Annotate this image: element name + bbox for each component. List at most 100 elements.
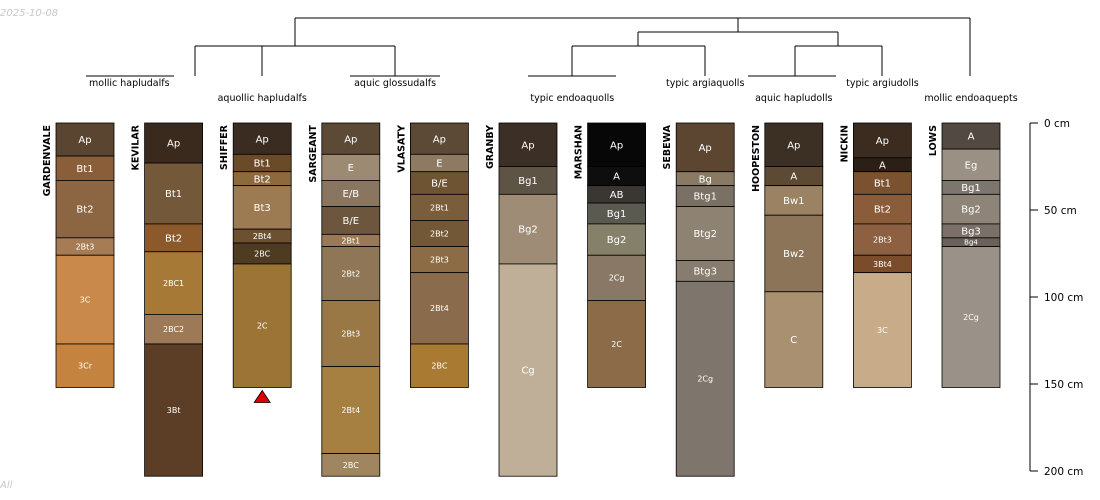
horizon-block [764, 291, 824, 388]
horizon-block [587, 254, 646, 301]
horizon-label: 2Cg [963, 313, 979, 322]
horizon-label: Bg1 [607, 209, 627, 220]
horizon-label: Bg1 [518, 176, 538, 187]
horizon-block [144, 313, 204, 345]
profile-name: SEBEWA [662, 124, 673, 169]
horizon-block [321, 453, 381, 477]
horizon-block [144, 162, 204, 225]
axis-tick-label: 150 cm [1044, 379, 1083, 391]
horizon-block [55, 343, 115, 388]
horizon-block [144, 122, 204, 164]
horizon-block [55, 254, 115, 345]
horizon-block [853, 272, 912, 388]
horizon-label: 2Bt1 [430, 203, 449, 212]
horizon-label: Btg1 [693, 192, 717, 203]
horizon-label: Bg2 [518, 225, 538, 236]
profile-sebewa: Ap Bg Btg1 Btg2 Btg3 2Cg SEBEWA [662, 122, 735, 477]
taxonomy-dendrogram [86, 17, 971, 77]
horizon-block [764, 122, 824, 167]
horizon-block [587, 223, 646, 256]
horizon-block [55, 122, 115, 157]
horizon-label: 3Bt [167, 406, 181, 415]
horizon-label: 3Cr [78, 362, 93, 371]
horizon-label: 2Bt3 [341, 329, 360, 338]
horizon-label: 2Cg [609, 274, 625, 283]
horizon-label: 2Bt4 [430, 304, 449, 313]
footer-watermark: All [0, 480, 13, 491]
horizon-label: Ap [167, 139, 180, 150]
horizon-label: Bt2 [76, 205, 93, 216]
horizon-block [409, 246, 469, 274]
horizon-label: Ap [78, 135, 91, 146]
profile-name: HOOPESTON [751, 125, 762, 192]
horizon-label: Bt1 [165, 189, 182, 200]
horizon-label: 2Bt4 [253, 232, 272, 241]
horizon-block [144, 251, 204, 315]
horizon-label: Bt1 [254, 159, 271, 170]
horizon-label: 3C [80, 295, 91, 304]
horizon-label: Bg4 [964, 239, 978, 247]
warning-triangle-icon [253, 389, 271, 403]
horizon-label: Bt1 [76, 164, 93, 175]
horizon-label: E [436, 159, 442, 170]
horizon-label: Bg3 [961, 226, 981, 237]
horizon-label: Btg2 [693, 229, 717, 240]
horizon-block [498, 166, 558, 195]
horizon-block [409, 343, 469, 388]
horizon-block [498, 263, 558, 477]
horizon-block [321, 180, 381, 207]
horizon-block [941, 122, 1001, 150]
horizon-label: Ap [610, 140, 623, 151]
horizon-label: B/E [343, 216, 360, 227]
horizon-block [232, 185, 292, 230]
horizon-label: 2Bt4 [341, 406, 360, 415]
horizon-label: Bg [699, 174, 712, 185]
horizon-label: 2C [257, 322, 268, 331]
horizon-label: 2BC [431, 362, 447, 371]
profile-sargeant: Ap E E/B B/E 2Bt1 2Bt2 2Bt3 2Bt4 2BC SARGEANT [308, 122, 381, 477]
horizon-block [853, 223, 912, 256]
horizon-label: Cg [521, 366, 534, 377]
horizon-label: Eg [965, 160, 978, 171]
horizon-label: Bg1 [961, 183, 981, 194]
horizon-label: Ap [256, 134, 269, 145]
horizon-block [321, 206, 381, 235]
horizon-label: Ap [344, 134, 357, 145]
horizon-block [764, 185, 824, 216]
horizon-label: 2Bt2 [430, 229, 449, 238]
horizon-label: 2C [611, 340, 622, 349]
horizon-block [409, 193, 469, 221]
horizon-block [675, 206, 735, 261]
horizon-block [941, 193, 1001, 225]
axis-tick-label: 50 cm [1044, 205, 1077, 217]
horizon-block [853, 122, 912, 159]
horizon-label: A [613, 172, 620, 183]
date-watermark: 2025-10-08 [0, 8, 59, 19]
horizon-label: E [348, 163, 354, 174]
profile-name: NICKIN [839, 125, 850, 162]
horizon-label: 2BC2 [163, 325, 184, 334]
horizon-label: Ap [521, 140, 534, 151]
horizon-block [321, 122, 381, 155]
horizon-label: Bw1 [783, 196, 804, 207]
axis-tick-label: 200 cm [1044, 466, 1083, 478]
taxa-label-group: mollic hapludalfs aquollic hapludalfs aqui… [89, 78, 1018, 104]
profile-gardenvale: Ap Bt1 Bt2 2Bt3 3C 3Cr GARDENVALE [42, 122, 115, 388]
horizon-label: 3C [877, 326, 888, 335]
horizon-block [144, 343, 204, 477]
taxon-label: typic argiudolls [846, 78, 919, 89]
horizon-block [55, 155, 115, 181]
profile-marshan: Ap A AB Bg1 Bg2 2Cg 2C MARSHAN [574, 122, 646, 388]
horizon-label: A [879, 160, 886, 171]
profile-name: LOWS [928, 125, 939, 156]
profile-name: GRANBY [485, 125, 496, 169]
horizon-label: Bt3 [254, 203, 271, 214]
horizon-label: A [968, 132, 975, 143]
taxon-label: aquic hapludolls [755, 93, 832, 104]
axis-tick-label: 100 cm [1044, 292, 1083, 304]
taxon-label: mollic hapludalfs [89, 78, 170, 89]
horizon-label: A [790, 172, 797, 183]
horizon-label: Bg2 [961, 205, 981, 216]
horizon-block [498, 193, 558, 265]
